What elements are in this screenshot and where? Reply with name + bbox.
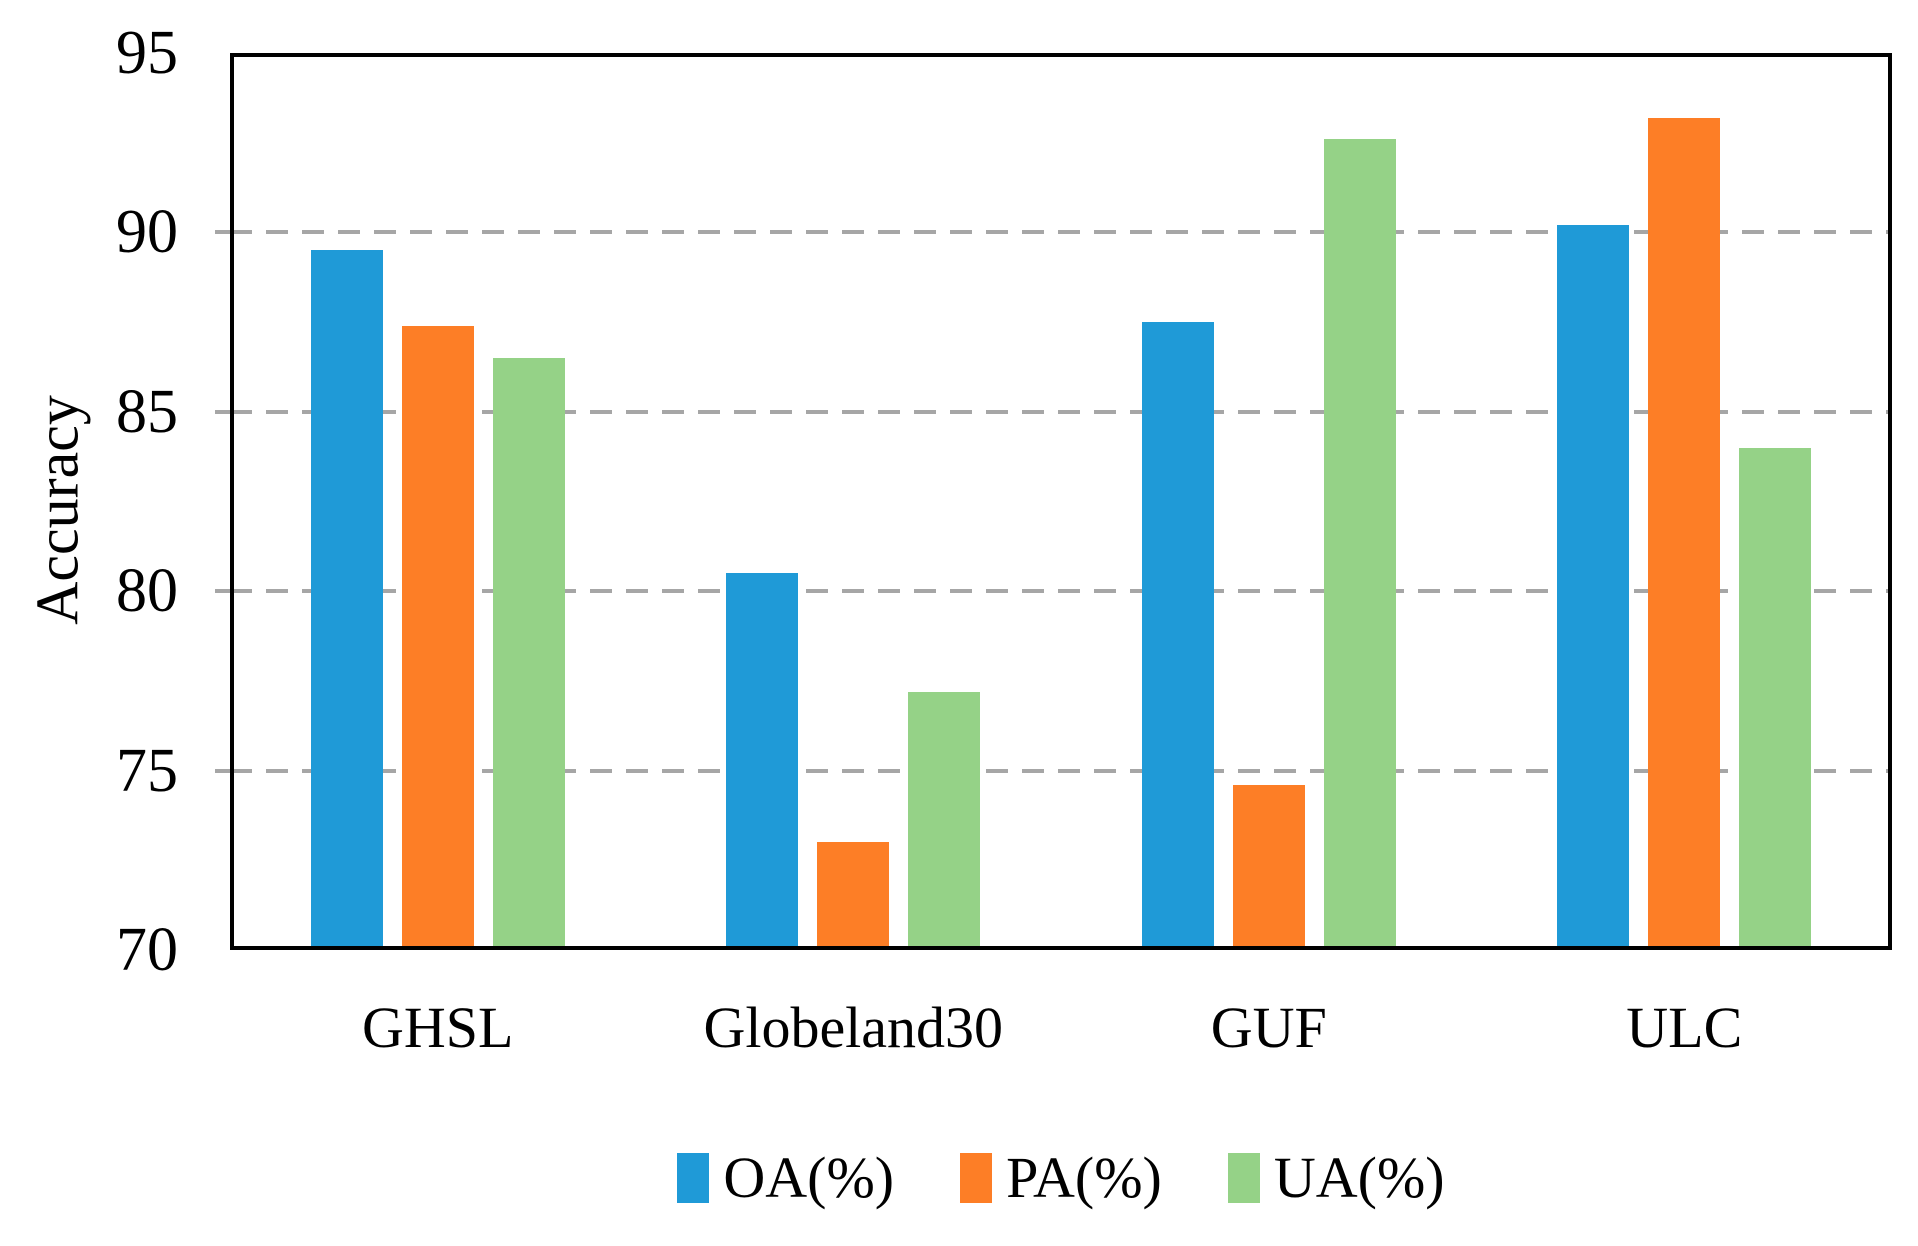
legend-label-ua: UA(%): [1273, 1145, 1445, 1210]
y-tick-mark-80: [215, 589, 230, 594]
bar-guf-pa: [1232, 784, 1305, 950]
legend-item-pa: PA(%): [960, 1145, 1162, 1211]
gridline-85: [230, 409, 1892, 414]
y-tick-label-90: 90: [116, 198, 178, 267]
y-tick-label-85: 85: [116, 377, 178, 446]
gridline-90: [230, 230, 1892, 235]
legend-swatch-oa: [677, 1153, 710, 1203]
legend-item-oa: OA(%): [677, 1145, 894, 1211]
legend-swatch-pa: [960, 1153, 993, 1203]
bar-guf-ua: [1323, 139, 1396, 950]
legend-item-ua: UA(%): [1227, 1145, 1445, 1211]
x-category-label-ghsl: GHSL: [362, 995, 514, 1060]
bar-ulc-pa: [1648, 117, 1721, 950]
y-tick-label-80: 80: [116, 557, 178, 626]
legend-label-oa: OA(%): [723, 1145, 895, 1210]
bar-globeland30-pa: [817, 842, 890, 950]
legend: OA(%) PA(%) UA(%): [230, 1138, 1892, 1218]
gridline-75: [230, 768, 1892, 773]
y-tick-label-95: 95: [116, 19, 178, 87]
y-tick-label-70: 70: [116, 916, 178, 984]
x-category-label-ulc: ULC: [1626, 995, 1743, 1060]
bar-ghsl-ua: [492, 357, 565, 950]
bar-guf-oa: [1141, 322, 1214, 950]
bar-ghsl-oa: [310, 250, 383, 950]
y-tick-label-75: 75: [116, 736, 178, 805]
legend-label-pa: PA(%): [1006, 1145, 1162, 1210]
y-tick-mark-75: [215, 768, 230, 773]
bar-globeland30-ua: [908, 691, 981, 950]
gridline-80: [230, 589, 1892, 594]
x-category-label-guf: GUF: [1210, 995, 1327, 1060]
bar-ulc-ua: [1739, 447, 1812, 950]
bar-globeland30-oa: [726, 573, 799, 950]
y-tick-mark-85: [215, 409, 230, 414]
plot-border: [230, 53, 1892, 950]
y-tick-mark-90: [215, 230, 230, 235]
bar-ghsl-pa: [401, 325, 474, 950]
bar-ulc-oa: [1557, 225, 1630, 950]
x-category-label-globeland30: Globeland30: [703, 995, 1004, 1060]
legend-swatch-ua: [1227, 1153, 1260, 1203]
plot-area: [230, 53, 1892, 950]
